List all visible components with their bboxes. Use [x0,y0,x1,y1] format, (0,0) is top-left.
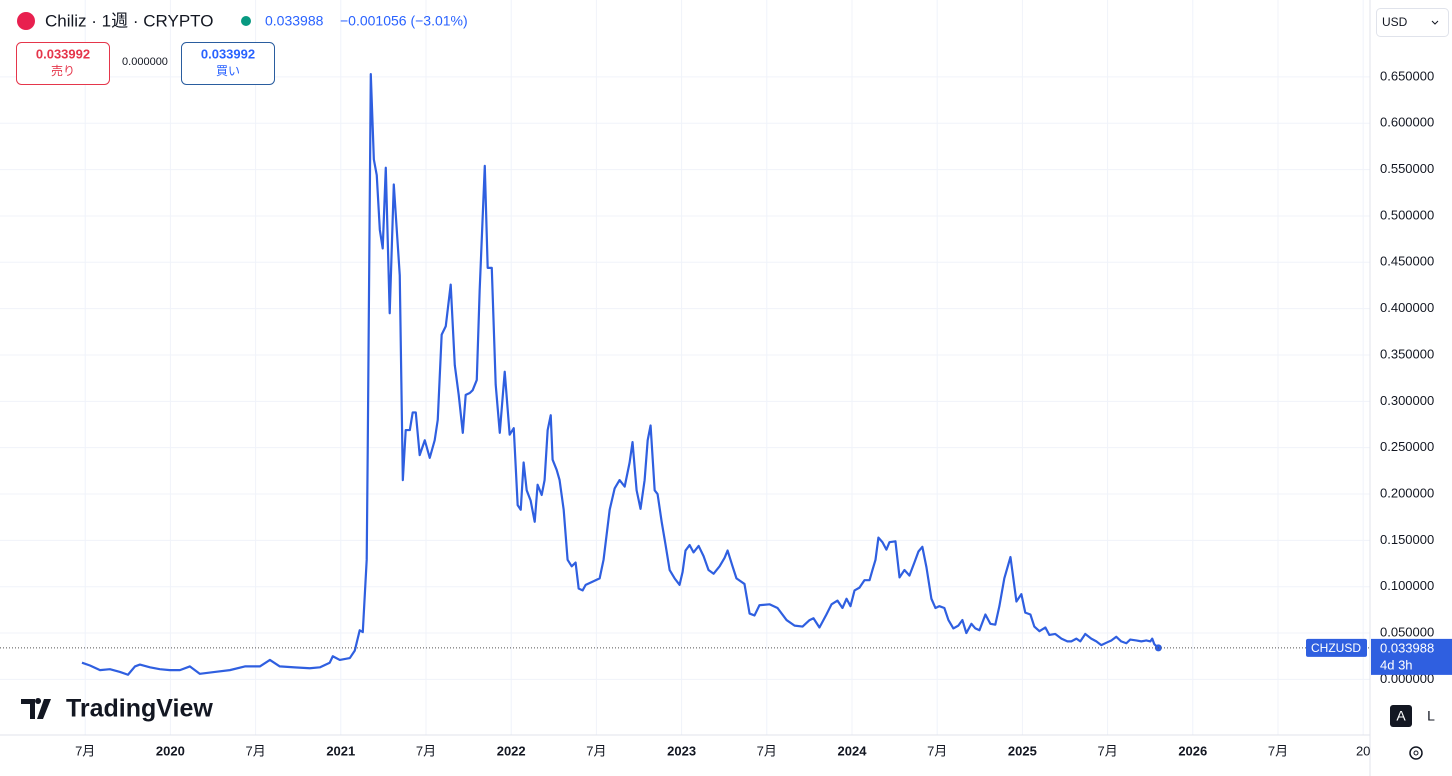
y-tick-label: 0.400000 [1380,300,1434,315]
x-tick-label: 20 [1356,743,1370,758]
x-tick-label: 7月 [586,743,606,758]
y-tick-label: 0.650000 [1380,68,1434,83]
x-tick-label: 7月 [1097,743,1117,758]
symbol-tag [1306,638,1367,657]
buy-label: 買い [216,64,240,78]
brand-mark [21,698,51,719]
y-tick-label: 0.050000 [1380,624,1434,639]
buy-price: 0.033992 [201,46,255,61]
market-status [241,16,251,26]
spread: 0.000000 [122,56,168,68]
auto-label: A [1396,708,1406,724]
y-tick-label: 0.100000 [1380,578,1434,593]
symbol-title[interactable]: Chiliz · 1週 · CRYPTO [45,11,213,30]
currency-select[interactable] [1376,8,1449,37]
y-tick-label: 0.200000 [1380,485,1434,500]
x-tick-label: 7月 [75,743,95,758]
sell-button[interactable] [16,42,110,85]
x-tick-label: 7月 [1268,743,1288,758]
y-tick-label: 0.550000 [1380,161,1434,176]
plot [0,73,1370,676]
price-tag-countdown: 4d 3h [1380,657,1413,672]
x-tick-label: 2026 [1178,743,1207,758]
y-tick-label: 0.500000 [1380,207,1434,222]
settings-icon [1413,750,1419,756]
grid [0,0,1370,735]
x-tick-label: 2024 [838,743,868,758]
x-tick-label: 7月 [416,743,436,758]
x-tick-label: 2022 [497,743,526,758]
y-tick-label: 0.450000 [1380,254,1434,269]
currency: USD [1382,15,1408,29]
time-axis: 7月 2020 7月 2021 7月 2022 7月 2023 7月 2024 7月 2025 7月 20… [75,743,1370,758]
y-tick-label: 0.350000 [1380,346,1434,361]
x-tick-label: 2023 [667,743,696,758]
x-tick-label: 2020 [156,743,185,758]
sell-price: 0.033992 [36,46,90,61]
settings-button[interactable] [1409,746,1423,760]
dropdown-arrow [1431,20,1439,25]
y-tick-label: 0.300000 [1380,393,1434,408]
x-tick-label: 7月 [757,743,777,758]
x-tick-label: 2025 [1008,743,1037,758]
price-tag-value: 0.033988 [1380,640,1434,655]
y-tick-label: 0.250000 [1380,439,1434,454]
auto-button[interactable] [1390,705,1412,727]
x-tick-label: 7月 [245,743,265,758]
x-tick-label: 7月 [927,743,947,758]
price-axis: 0.0000000.0500000.1000000.1500000.200000… [1380,68,1434,685]
x-tick-label: 2021 [326,743,355,758]
y-tick-label: 0.600000 [1380,115,1434,130]
price-line [81,73,1160,676]
log-label[interactable]: L [1427,708,1435,724]
buy-button[interactable] [181,42,275,85]
symbol-logo [17,12,35,30]
sell-label: 売り [51,63,75,78]
y-tick-label: 0.150000 [1380,532,1434,547]
last-value: 0.033988 [265,13,324,29]
change: −0.001056 (−3.01%) [340,13,468,29]
symbol-tag-label: CHZUSD [1311,641,1361,655]
price-tag [1371,638,1452,675]
brand-name: TradingView [66,695,213,723]
